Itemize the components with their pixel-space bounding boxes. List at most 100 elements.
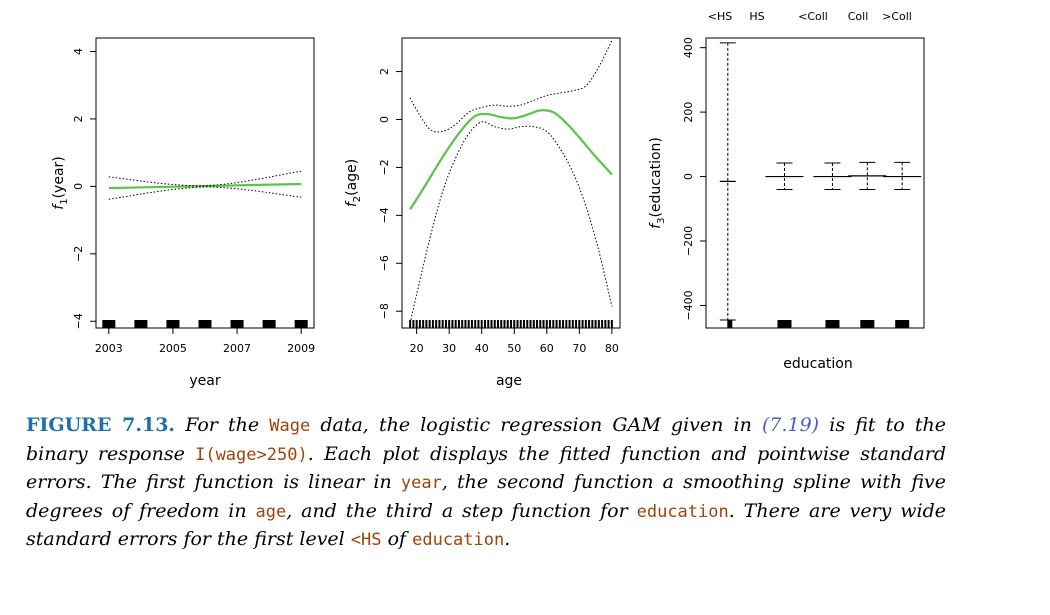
- x-axis-label: age: [496, 373, 522, 389]
- y-tick-label: −200: [682, 226, 695, 256]
- x-tick-label: 2005: [159, 342, 187, 355]
- rug-mark: [581, 320, 584, 328]
- rug-mark: [532, 320, 535, 328]
- caption-text: is fit to the binary response: [26, 414, 946, 465]
- rug-mark: [558, 320, 561, 328]
- rug-mark: [102, 320, 116, 328]
- rug-mark: [500, 320, 503, 328]
- x-tick-label: 2007: [223, 342, 251, 355]
- rug-mark: [591, 320, 594, 328]
- caption-text: of: [387, 528, 407, 550]
- x-axis-label: education: [783, 356, 852, 372]
- panel-age: 20 30 40 50 60 70 80 −8 −6 −4 −2 0 2 age f2(age): [344, 37, 621, 389]
- rug-mark: [464, 320, 467, 328]
- y-tick-label: −8: [378, 303, 391, 319]
- x-tick-label: 2009: [287, 342, 315, 355]
- y-tick-label: 400: [682, 37, 695, 58]
- rug-mark: [549, 320, 552, 328]
- rug-mark: [607, 320, 610, 328]
- rug-mark: [431, 320, 434, 328]
- caption-text: , the second function a smoothing spline…: [26, 471, 946, 522]
- rug-mark: [415, 320, 418, 328]
- y-axis-label: f3(education): [648, 137, 667, 229]
- x-tick-label: 60: [540, 342, 554, 355]
- category-label: <Coll: [798, 10, 828, 23]
- lower-se-band: [409, 121, 613, 324]
- y-tick-label: 0: [378, 116, 391, 123]
- y-tick-label: 2: [378, 68, 391, 75]
- code-education: education: [636, 501, 729, 522]
- y-tick-label: 0: [72, 183, 85, 190]
- rug-mark: [727, 320, 733, 328]
- code-wage: Wage: [269, 416, 311, 436]
- rug-mark: [506, 320, 509, 328]
- rug-mark: [601, 320, 604, 328]
- rug-mark: [487, 320, 490, 328]
- rug-mark: [539, 320, 542, 328]
- code-response: I(wage>250): [195, 444, 308, 465]
- rug-mark: [422, 320, 425, 328]
- gam-figure: 2003 2005 2007 2009 −4 −2 0 2 4 year f1(year) 2…: [51, 10, 925, 389]
- panel-education: <HS HS <Coll Coll >Coll −400 −200 0 200 400 educ…: [648, 10, 925, 372]
- rug-mark: [444, 320, 447, 328]
- rug-mark: [568, 320, 571, 328]
- rug-mark: [562, 320, 565, 328]
- category-label: Coll: [848, 10, 869, 23]
- rug-mark: [198, 320, 212, 328]
- y-tick-label: 0: [682, 173, 695, 180]
- y-tick-label: −4: [378, 207, 391, 223]
- rug-mark: [454, 320, 457, 328]
- x-tick-label: 30: [442, 342, 456, 355]
- plot-box: [705, 37, 925, 329]
- figure-caption: FIGURE 7.13. For the Wage data, the logi…: [26, 412, 946, 555]
- upper-se-band: [108, 170, 302, 187]
- rug-mark: [610, 320, 613, 328]
- rug-mark: [545, 320, 548, 328]
- rug-mark: [503, 320, 506, 328]
- rug-mark: [529, 320, 532, 328]
- rug-mark: [461, 320, 464, 328]
- rug-mark: [578, 320, 581, 328]
- rug-mark: [470, 320, 473, 328]
- y-tick-label: 200: [682, 102, 695, 123]
- rug-mark: [457, 320, 460, 328]
- y-tick-label: −6: [378, 255, 391, 271]
- rug-mark: [526, 320, 529, 328]
- equation-reference-link[interactable]: (7.19): [761, 414, 820, 436]
- y-tick-label: 2: [72, 115, 85, 122]
- x-tick-label: 70: [572, 342, 586, 355]
- category-label: <HS: [708, 10, 732, 23]
- rug-mark: [555, 320, 558, 328]
- rug-mark: [134, 320, 148, 328]
- rug-mark: [425, 320, 428, 328]
- x-tick-label: 20: [410, 342, 424, 355]
- fitted-function-line: [409, 109, 613, 210]
- rug-mark: [860, 320, 875, 328]
- category-label: HS: [749, 10, 764, 23]
- caption-text: data, the logistic regression GAM given …: [320, 414, 752, 436]
- rug-mark: [438, 320, 441, 328]
- rug-mark: [490, 320, 493, 328]
- code-education: education: [412, 530, 505, 550]
- rug-mark: [441, 320, 444, 328]
- rug-mark: [552, 320, 555, 328]
- fitted-function-line: [108, 182, 302, 190]
- rug-mark: [565, 320, 568, 328]
- y-axis-label: f2(age): [344, 159, 363, 207]
- caption-text: , and the third a step function for: [286, 499, 628, 522]
- rug-mark: [825, 320, 840, 328]
- code-year: year: [400, 473, 442, 493]
- rug-mark: [435, 320, 438, 328]
- rug-mark: [588, 320, 591, 328]
- rug-mark: [516, 320, 519, 328]
- rug-mark: [493, 320, 496, 328]
- rug-mark: [480, 320, 483, 328]
- rug-mark: [294, 320, 308, 328]
- y-tick-label: 4: [72, 48, 85, 55]
- rug-mark: [448, 320, 451, 328]
- y-tick-label: −2: [72, 246, 85, 262]
- rug-mark: [166, 320, 180, 328]
- rug-mark: [418, 320, 421, 328]
- caption-text: . Each plot displays the fitted function…: [26, 442, 946, 494]
- y-axis-label: f1(year): [51, 156, 70, 209]
